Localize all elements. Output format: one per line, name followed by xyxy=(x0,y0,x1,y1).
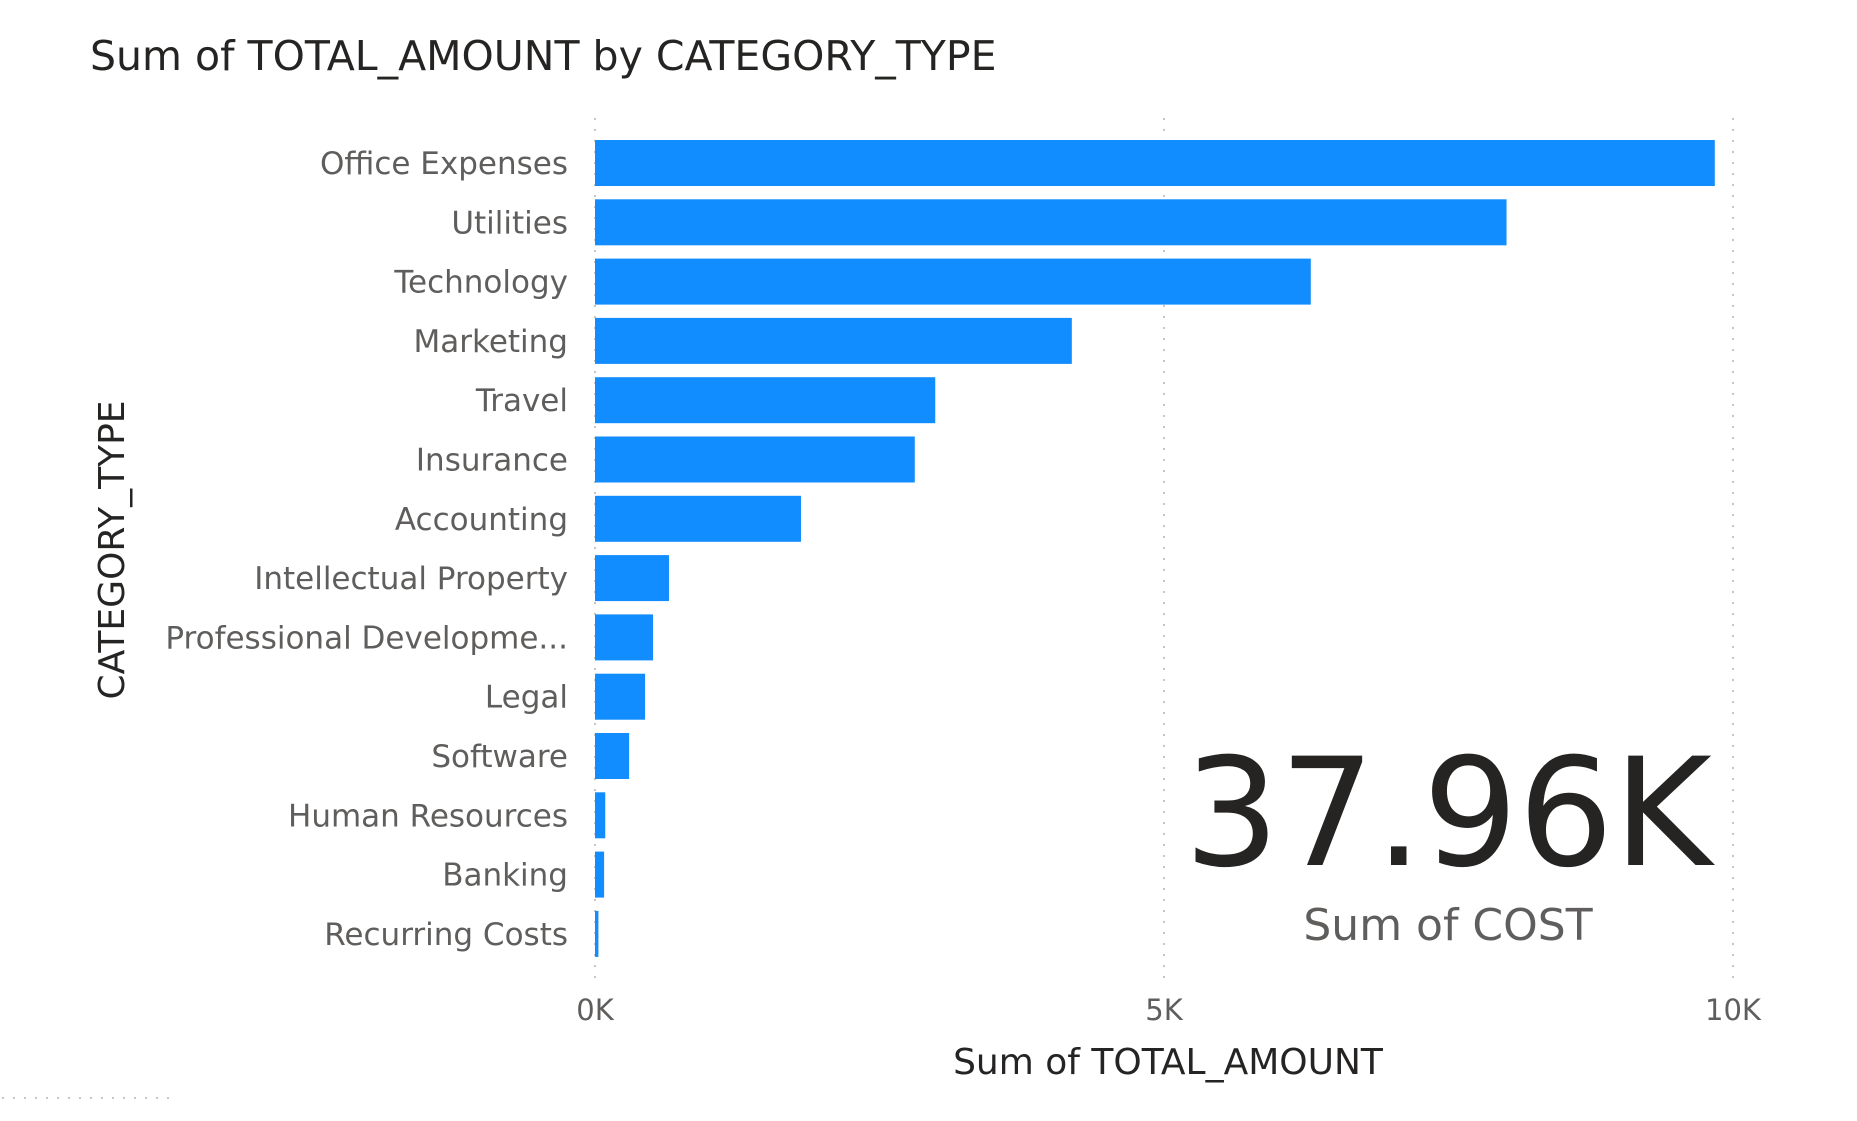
category-label: Travel xyxy=(475,383,568,419)
category-label: Insurance xyxy=(416,443,568,479)
x-tick-labels: 0K 5K 10K xyxy=(576,993,1762,1027)
x-tick-label: 0K xyxy=(576,993,614,1027)
bar[interactable] xyxy=(595,140,1715,186)
bar[interactable] xyxy=(595,317,1072,364)
category-label: Technology xyxy=(393,265,568,301)
category-label: Office Expenses xyxy=(320,146,568,182)
kpi-card-label: Sum of COST xyxy=(1303,900,1592,951)
bar[interactable] xyxy=(595,199,1507,246)
bar[interactable] xyxy=(595,673,646,720)
bar[interactable] xyxy=(595,377,936,424)
category-labels: Office Expenses Utilities Technology Market… xyxy=(165,146,568,953)
category-label: Software xyxy=(431,739,568,775)
x-tick-label: 10K xyxy=(1705,993,1762,1027)
bar[interactable] xyxy=(595,910,599,957)
bar[interactable] xyxy=(595,614,654,661)
chart-title: Sum of TOTAL_AMOUNT by CATEGORY_TYPE xyxy=(90,32,996,80)
x-tick-label: 5K xyxy=(1145,993,1183,1027)
category-label: Professional Developme... xyxy=(165,620,568,656)
y-axis-title: CATEGORY_TYPE xyxy=(92,400,133,699)
bar[interactable] xyxy=(595,258,1311,305)
category-label: Utilities xyxy=(451,205,568,241)
bars xyxy=(595,140,1715,957)
category-label: Marketing xyxy=(413,324,568,360)
kpi-card-value: 37.96K xyxy=(1184,727,1715,901)
category-label: Human Resources xyxy=(288,798,568,834)
bar[interactable] xyxy=(595,555,669,602)
category-label: Banking xyxy=(442,858,568,894)
bar[interactable] xyxy=(595,436,915,483)
bar[interactable] xyxy=(595,851,605,898)
bar[interactable] xyxy=(595,495,801,542)
x-axis-title: Sum of TOTAL_AMOUNT xyxy=(953,1042,1384,1083)
bar[interactable] xyxy=(595,792,606,839)
category-label: Legal xyxy=(485,680,568,716)
category-label: Intellectual Property xyxy=(254,561,568,597)
bar[interactable] xyxy=(595,733,630,779)
category-label: Recurring Costs xyxy=(324,917,568,953)
category-label: Accounting xyxy=(395,502,568,538)
